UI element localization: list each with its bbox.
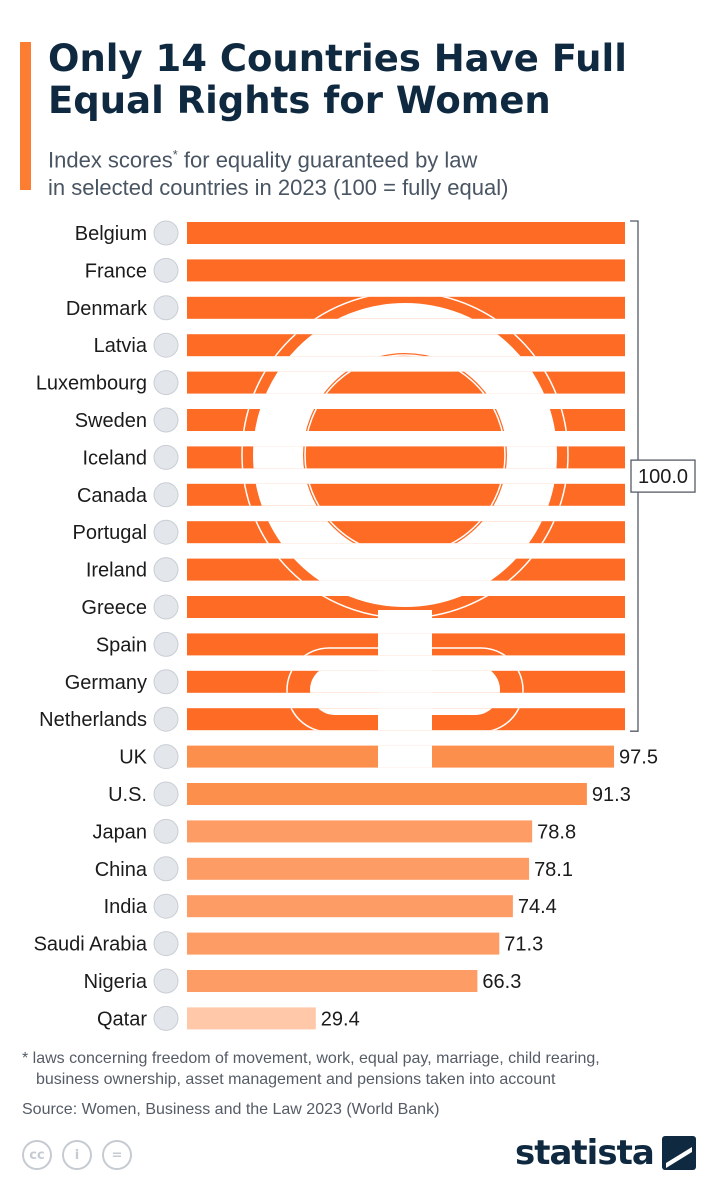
category-label: U.S.	[108, 784, 147, 806]
bar-nigeria	[187, 970, 478, 992]
flag-icon	[153, 557, 179, 583]
bar-saudi-arabia	[187, 932, 500, 955]
category-label: China	[95, 859, 148, 881]
flag-icon	[153, 332, 179, 358]
bar-qatar	[187, 1007, 316, 1030]
category-label: Sweden	[75, 410, 147, 432]
bar-sweden	[187, 409, 625, 431]
bar-iceland	[187, 446, 625, 469]
flag-icon	[153, 631, 179, 657]
value-label: 74.4	[518, 896, 557, 918]
value-labels: 97.5 91.3 78.8 78.1 74.4 71.3 66.3 29.4	[321, 747, 658, 1031]
category-label: Germany	[65, 672, 147, 694]
brand-name: statista	[515, 1133, 655, 1173]
flag-icon	[153, 482, 179, 508]
license-icons: cc i =	[22, 1140, 132, 1170]
flag-icon	[153, 968, 179, 994]
flags-group	[153, 220, 179, 1031]
statista-logo[interactable]: statista	[515, 1133, 696, 1173]
category-label: Belgium	[75, 223, 147, 245]
category-label: Iceland	[83, 447, 148, 469]
category-label: Netherlands	[39, 709, 147, 731]
watermark-stem	[378, 610, 432, 780]
footnote: * laws concerning freedom of movement, w…	[22, 1048, 712, 1090]
footnote-line2: business ownership, asset management and…	[36, 1071, 556, 1088]
flag-icon	[153, 370, 179, 396]
bracket-label-box	[630, 459, 696, 493]
category-label: Saudi Arabia	[34, 934, 148, 956]
category-label: Ireland	[86, 560, 147, 582]
attribution-icon[interactable]: i	[62, 1140, 92, 1170]
flag-icon	[153, 893, 179, 919]
value-label: 78.1	[534, 859, 573, 881]
footnote-line1: * laws concerning freedom of movement, w…	[22, 1050, 600, 1067]
flag-icon	[153, 669, 179, 695]
accent-bar	[20, 42, 31, 190]
bar-india	[187, 895, 513, 918]
category-label: Greece	[81, 597, 147, 619]
flag-icon	[153, 257, 179, 283]
bar-luxembourg	[187, 371, 625, 394]
flag-icon	[153, 519, 179, 545]
flag-icon	[153, 706, 179, 732]
category-label: Canada	[77, 485, 148, 507]
flag-icon	[153, 407, 179, 433]
subtitle-line1-post: for equality guaranteed by law	[177, 147, 478, 173]
value-label: 78.8	[537, 821, 576, 843]
category-label: Qatar	[97, 1008, 147, 1030]
bar-u-s-	[187, 783, 587, 805]
no-derivatives-icon[interactable]: =	[102, 1140, 132, 1170]
category-label: Spain	[96, 634, 147, 656]
source-note: Source: Women, Business and the Law 2023…	[22, 1101, 440, 1118]
category-label: Denmark	[66, 298, 148, 320]
value-label: 29.4	[321, 1008, 360, 1030]
category-labels: Belgium France Denmark Latvia Luxembourg Swed…	[34, 223, 148, 1030]
value-label: 97.5	[619, 747, 658, 769]
bar-chart: Belgium France Denmark Latvia Luxembourg Swed…	[34, 220, 696, 1031]
flag-icon	[153, 818, 179, 844]
category-label: France	[85, 260, 147, 282]
category-label: UK	[119, 747, 147, 769]
subtitle-line2: in selected countries in 2023 (100 = ful…	[48, 175, 509, 201]
bracket-label: 100.0	[638, 466, 688, 488]
category-label: Japan	[93, 821, 148, 843]
value-label: 71.3	[504, 934, 543, 956]
flag-icon	[153, 220, 179, 246]
bar-belgium	[187, 222, 625, 244]
bar-greece	[187, 596, 625, 618]
flag-icon	[153, 744, 179, 770]
cc-icon[interactable]: cc	[22, 1140, 52, 1170]
category-label: Portugal	[73, 522, 148, 544]
flag-icon	[153, 1005, 179, 1031]
value-label: 66.3	[482, 971, 521, 993]
chart-title: Only 14 Countries Have Full Equal Rights…	[48, 37, 627, 122]
watermark-crossbar	[310, 665, 500, 715]
subtitle-asterisk: *	[172, 147, 178, 162]
category-label: Latvia	[94, 335, 148, 357]
flag-icon	[153, 856, 179, 882]
statista-mark-icon	[661, 1136, 696, 1170]
subtitle-line1-pre: Index scores	[48, 147, 173, 173]
bar-japan	[187, 820, 533, 843]
bar-china	[187, 857, 530, 880]
flag-icon	[153, 781, 179, 807]
category-label: India	[104, 896, 148, 918]
bar-canada	[187, 483, 625, 506]
flag-icon	[153, 931, 179, 957]
bar-portugal	[187, 521, 625, 544]
chart-subtitle: Index scores* for equality guaranteed by…	[48, 141, 688, 202]
bar-france	[187, 259, 625, 282]
flag-icon	[153, 295, 179, 321]
category-label: Luxembourg	[36, 373, 147, 395]
flag-icon	[153, 594, 179, 620]
flag-icon	[153, 444, 179, 470]
value-label: 91.3	[592, 784, 631, 806]
category-label: Nigeria	[84, 971, 148, 993]
